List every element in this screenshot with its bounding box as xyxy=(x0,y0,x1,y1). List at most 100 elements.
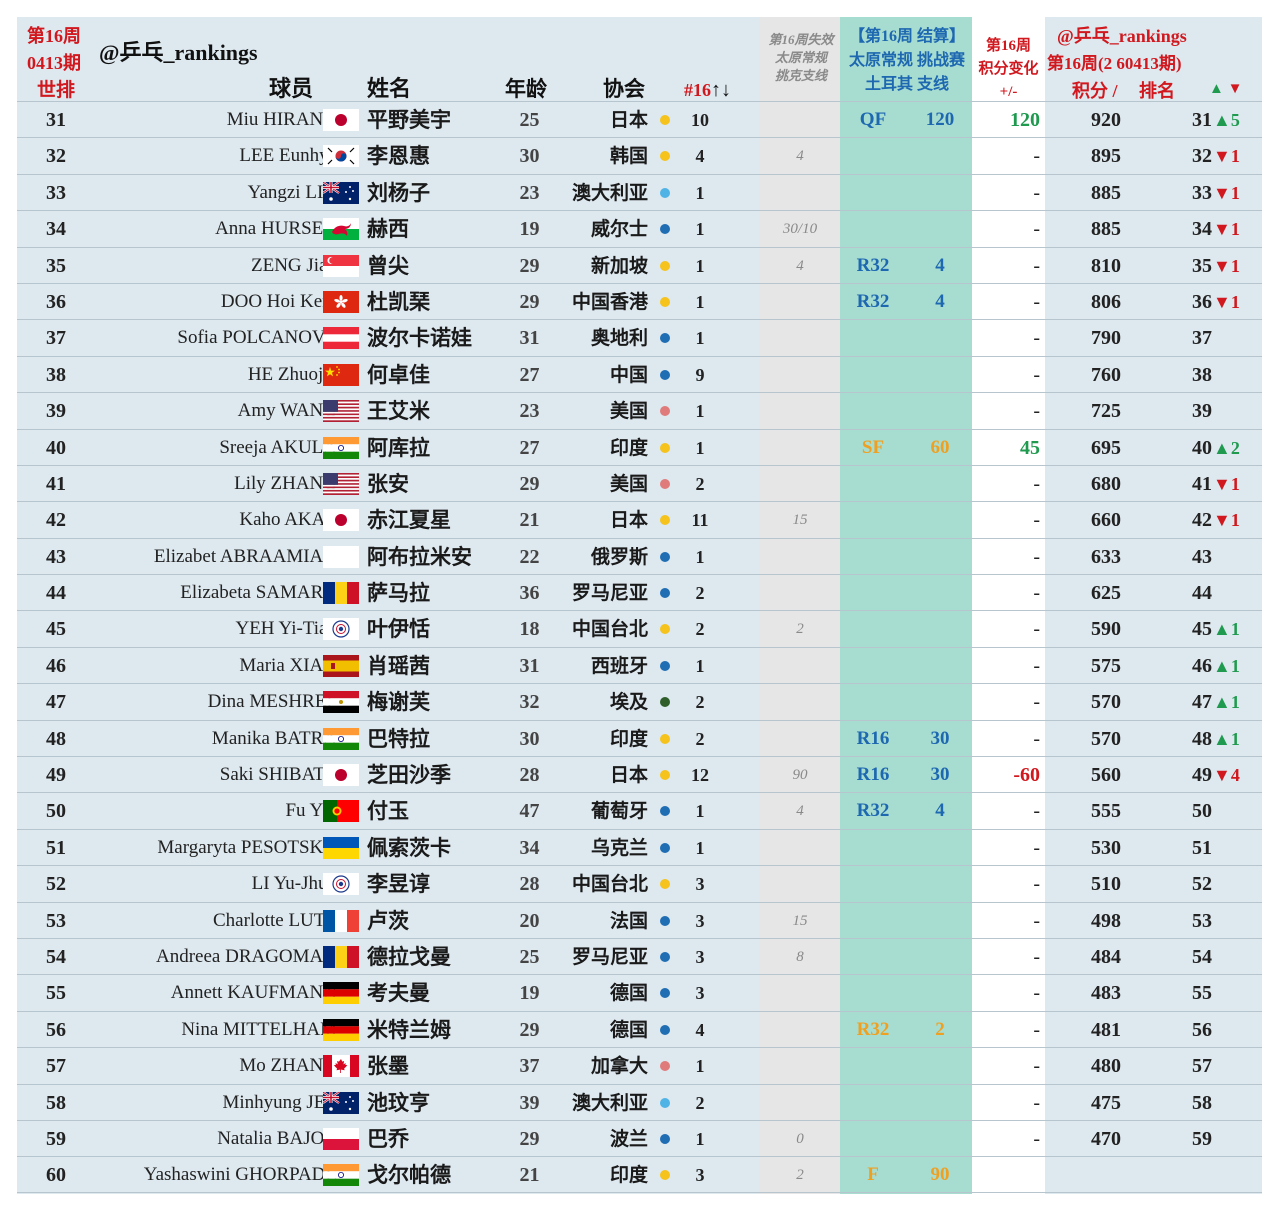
association: 罗马尼亚 xyxy=(571,945,648,968)
expiring-points: 90 xyxy=(792,767,808,784)
result-points: 2 xyxy=(935,1018,945,1040)
result-points xyxy=(917,1121,963,1157)
total-points: 810 xyxy=(1091,254,1121,277)
result-points xyxy=(917,939,963,975)
result-round xyxy=(845,575,901,611)
result-round: R32 xyxy=(856,1018,890,1040)
association: 葡萄牙 xyxy=(590,800,648,823)
result-points xyxy=(917,357,963,393)
points-change: - xyxy=(1033,545,1040,568)
total-points: 806 xyxy=(1091,290,1121,313)
rank-movement xyxy=(1213,866,1259,902)
association-count: 1 xyxy=(695,837,705,858)
player-age: 18 xyxy=(519,618,540,641)
association-count: 2 xyxy=(695,583,705,604)
rank-move-header: ▲ ▼ xyxy=(1209,81,1242,98)
points-change: - xyxy=(1033,509,1040,532)
association: 德国 xyxy=(609,982,648,1005)
right-period: 第16周(2 60413期) xyxy=(1047,54,1182,73)
rank-movement: ▲1 xyxy=(1213,692,1240,713)
result-round xyxy=(845,1121,901,1157)
total-points: 484 xyxy=(1091,945,1121,968)
points-change: - xyxy=(1033,363,1040,386)
expiring-points xyxy=(760,284,840,320)
rank-movement: ▼1 xyxy=(1213,255,1240,276)
world-rank: 59 xyxy=(46,1127,66,1150)
lost-header-line1: 第16周失效 xyxy=(768,32,834,47)
current-rank: 38 xyxy=(1192,363,1212,386)
flag-tpe-icon xyxy=(323,618,359,641)
association: 日本 xyxy=(609,764,648,787)
player-chinese-name: 杜凯琹 xyxy=(367,289,430,314)
association-dot-icon xyxy=(660,697,670,708)
table-row: 31 Miu HIRANO 平野美宇 25 日本 10 QF 120 120 920 31 ▲5 xyxy=(17,101,1262,137)
association: 印度 xyxy=(609,727,648,750)
period-label: 0413期 xyxy=(27,53,81,73)
world-rank: 41 xyxy=(46,472,66,495)
lost-points-column-bg xyxy=(760,17,840,1194)
total-points: 695 xyxy=(1091,436,1121,459)
total-points: 530 xyxy=(1091,836,1121,859)
current-rank: 47 xyxy=(1192,691,1212,714)
table-row: 48 Manika BATRA 巴特拉 30 印度 2 R16 30-570 48 ▲1 xyxy=(17,719,1262,756)
result-round: R16 xyxy=(856,727,890,749)
player-age: 28 xyxy=(519,764,540,787)
rank-movement: ▼1 xyxy=(1213,510,1240,531)
player-age: 21 xyxy=(519,1164,540,1187)
table-row: 59 Natalia BAJOR 巴乔 29 波兰 1 0 - 470 59 xyxy=(17,1119,1262,1157)
flag-eg-icon xyxy=(323,691,359,714)
expiring-points: 2 xyxy=(796,621,804,638)
player-english-name: Manika BATRA xyxy=(211,727,337,749)
result-points xyxy=(917,830,963,866)
right-points-header: 积分 / xyxy=(1072,81,1118,101)
result-round xyxy=(845,975,901,1011)
association-dot-icon xyxy=(660,187,670,198)
expiring-points xyxy=(760,357,840,393)
association-dot-icon xyxy=(660,515,670,526)
association-dot-icon xyxy=(660,806,670,817)
player-english-name: Dina MESHREF xyxy=(207,691,337,713)
player-age: 21 xyxy=(519,509,540,532)
result-points xyxy=(917,393,963,429)
current-rank: 33 xyxy=(1192,181,1212,204)
result-column-bg xyxy=(840,17,972,1194)
association: 中国 xyxy=(609,363,648,386)
current-rank: 39 xyxy=(1192,400,1212,423)
flag-au-icon xyxy=(323,181,359,204)
world-rank: 55 xyxy=(46,982,66,1005)
points-change: - xyxy=(1033,873,1040,896)
points-change: - xyxy=(1033,218,1040,241)
world-rank: 49 xyxy=(46,764,66,787)
result-points: 60 xyxy=(930,436,950,458)
current-rank: 58 xyxy=(1192,1091,1212,1114)
result-round xyxy=(845,866,901,902)
result-points xyxy=(917,611,963,647)
result-round xyxy=(845,939,901,975)
association-dot-icon xyxy=(660,951,670,962)
total-points: 475 xyxy=(1091,1091,1121,1114)
down-arrow-icon: ▼ xyxy=(1227,81,1243,97)
association-dot-icon xyxy=(660,551,670,562)
rank-movement xyxy=(1213,793,1259,829)
association: 中国台北 xyxy=(571,618,648,641)
world-rank: 39 xyxy=(46,400,66,423)
table-row: 45 YEH Yi-Tian 叶伊恬 18 中国台北 2 2-590 45 ▲1 xyxy=(17,610,1262,646)
total-points: 920 xyxy=(1091,109,1121,131)
result-round: R32 xyxy=(856,800,890,822)
result-round xyxy=(845,684,901,720)
flag-pt-icon xyxy=(323,800,359,823)
world-rank: 45 xyxy=(46,618,66,641)
flag-jp-icon xyxy=(323,764,359,787)
points-change: - xyxy=(1033,1055,1040,1078)
table-row: 52 LI Yu-Jhun 李昱谆 28 中国台北 3 - 510 52 xyxy=(17,865,1262,901)
result-round: R16 xyxy=(856,764,890,786)
current-rank: 49 xyxy=(1192,764,1212,787)
sort-arrows-icon[interactable]: ↑↓ xyxy=(711,79,731,101)
col-n16-header: #16↑↓ xyxy=(684,79,731,102)
player-chinese-name: 德拉戈曼 xyxy=(367,944,451,969)
result-round xyxy=(845,211,901,247)
expiring-points: 8 xyxy=(796,948,804,965)
association-dot-icon xyxy=(660,115,670,125)
total-points: 555 xyxy=(1091,800,1121,823)
rank-movement xyxy=(1213,575,1259,611)
